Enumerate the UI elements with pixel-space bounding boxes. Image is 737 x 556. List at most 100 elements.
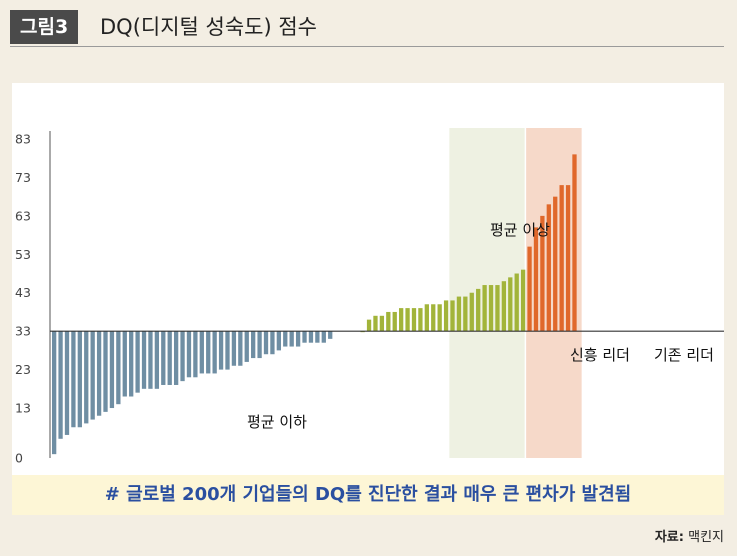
bar-below-average	[193, 331, 198, 378]
y-tick-label: 13	[15, 401, 31, 416]
bar-above-average	[418, 308, 423, 332]
y-tick-label: 0	[15, 451, 23, 466]
bar-below-average	[238, 331, 243, 366]
bar-below-average	[231, 331, 237, 366]
bar-above-average	[411, 308, 417, 332]
bar-below-average	[167, 331, 172, 385]
bar-below-average	[315, 331, 320, 343]
label-above-average: 평균 이상	[490, 221, 550, 239]
bar-below-average	[71, 331, 76, 428]
bar-above-average	[501, 281, 507, 332]
bar-above-average	[488, 285, 494, 332]
figure-title: DQ(디지털 성숙도) 점수	[100, 15, 317, 39]
bar-above-average	[431, 304, 436, 332]
bar-above-average	[386, 311, 391, 332]
bar-below-average	[84, 331, 89, 424]
label-below-average: 평균 이하	[247, 413, 307, 431]
bar-below-average	[218, 331, 224, 370]
bar-above-average	[469, 292, 474, 332]
bar-above-average	[463, 296, 468, 332]
bar-above-average	[520, 269, 526, 332]
bar-below-average	[154, 331, 160, 389]
y-tick-label: 63	[15, 208, 31, 223]
bar-below-average	[257, 331, 262, 359]
bar-below-average	[186, 331, 192, 378]
bar-below-average	[212, 331, 217, 374]
bar-above-average	[399, 308, 404, 332]
bar-below-average	[103, 331, 108, 412]
bar-below-average	[283, 331, 288, 347]
bar-below-average	[263, 331, 269, 355]
bar-below-average	[276, 331, 281, 351]
label-emerging-leaders: 신흥 리더	[570, 346, 630, 364]
bar-below-average	[225, 331, 230, 370]
bar-below-average	[302, 331, 307, 343]
bar-above-average	[443, 300, 449, 332]
bar-below-average	[129, 331, 134, 397]
source-label: 자료:	[654, 530, 684, 545]
y-tick-label: 73	[15, 170, 31, 185]
bar-incumbent-leader	[565, 185, 571, 332]
bar-below-average	[141, 331, 147, 389]
bar-above-average	[392, 311, 397, 332]
bar-below-average	[321, 331, 326, 343]
bar-below-average	[251, 331, 256, 359]
bar-incumbent-leader	[572, 154, 577, 332]
bar-above-average	[405, 308, 410, 332]
y-tick-label: 53	[15, 247, 31, 262]
bar-below-average	[58, 331, 63, 439]
y-tick-label: 83	[15, 132, 31, 147]
figure-number-badge: 그림3	[10, 10, 79, 44]
bar-below-average	[180, 331, 185, 382]
bar-below-average	[199, 331, 204, 374]
bar-above-average	[366, 319, 372, 332]
bar-incumbent-leader	[553, 196, 558, 332]
bar-above-average	[514, 273, 519, 332]
source-note: 자료: 맥킨지	[655, 526, 724, 545]
bar-below-average	[289, 331, 294, 347]
bar-incumbent-leader	[527, 246, 532, 332]
bar-above-average	[437, 304, 442, 332]
label-incumbent-leaders: 기존 리더	[654, 346, 714, 364]
bar-incumbent-leader	[559, 185, 564, 332]
bar-above-average	[456, 296, 462, 332]
bar-above-average	[495, 285, 500, 332]
y-tick-label: 43	[15, 285, 31, 300]
bar-incumbent-leader	[546, 204, 551, 332]
emerging-leaders-zone	[449, 128, 526, 458]
bar-above-average	[482, 285, 487, 332]
figure-header: 그림3 DQ(디지털 성숙도) 점수	[10, 10, 724, 47]
bar-below-average	[173, 331, 179, 385]
bar-below-average	[270, 331, 275, 355]
bar-below-average	[90, 331, 95, 420]
bar-below-average	[96, 331, 102, 416]
bar-below-average	[295, 331, 301, 347]
y-tick-label: 23	[15, 362, 31, 377]
bar-above-average	[373, 315, 378, 332]
bar-above-average	[424, 304, 429, 332]
chart-caption: # 글로벌 200개 기업들의 DQ를 진단한 결과 매우 큰 편차가 발견됨	[12, 475, 724, 515]
bar-below-average	[122, 331, 127, 397]
header-divider	[10, 46, 724, 47]
bar-incumbent-leader	[540, 215, 545, 332]
bar-below-average	[64, 331, 70, 435]
source-value: 맥킨지	[688, 530, 724, 545]
bar-above-average	[508, 277, 513, 332]
bar-below-average	[77, 331, 82, 428]
bar-below-average	[52, 331, 57, 455]
bar-below-average	[328, 331, 333, 339]
bar-above-average	[450, 300, 455, 332]
bar-below-average	[308, 331, 314, 343]
bar-below-average	[135, 331, 140, 393]
bar-below-average	[244, 331, 249, 362]
bar-below-average	[109, 331, 115, 409]
bar-below-average	[148, 331, 153, 389]
bar-below-average	[161, 331, 166, 385]
bar-above-average	[379, 315, 385, 332]
y-tick-label: 33	[15, 324, 31, 339]
bar-above-average	[476, 288, 481, 332]
bar-incumbent-leader	[533, 227, 539, 332]
bar-below-average	[116, 331, 121, 405]
